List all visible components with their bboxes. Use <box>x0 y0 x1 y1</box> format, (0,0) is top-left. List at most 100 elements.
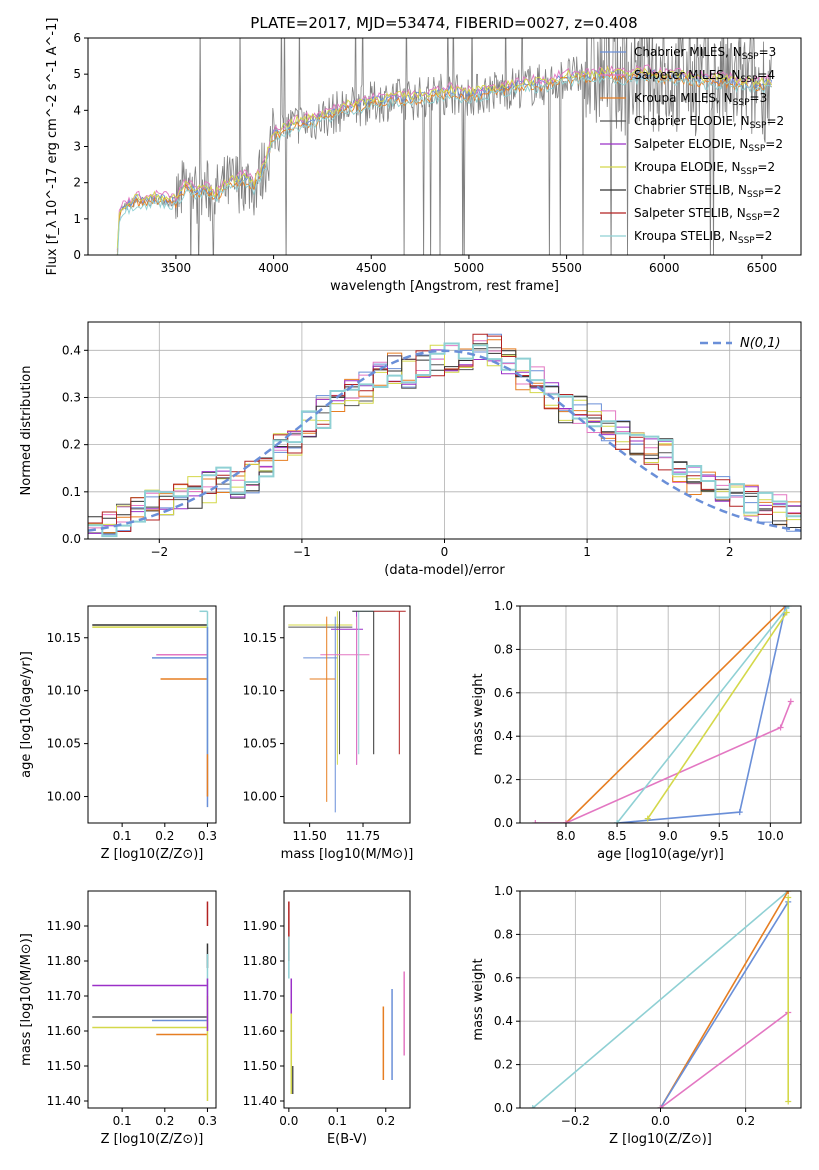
plot-layer: 3500 4000 4500 5000 5500 6000 6500 0 1 2 3 4 5 6 wavel… <box>19 18 802 1147</box>
x-tick-label: −0.2 <box>561 1114 590 1128</box>
y-tick-label: 1.0 <box>494 884 513 898</box>
y-tick-label: 11.80 <box>243 954 277 968</box>
x-tick-label: 10.0 <box>757 829 784 843</box>
y-tick-label: 0.6 <box>494 686 513 700</box>
x-tick-label: 0.2 <box>155 1114 174 1128</box>
legend-label: Kroupa STELIB, NSSP=2 <box>634 229 772 246</box>
x-tick-label: 0 <box>441 545 449 559</box>
x-tick-label: 9.0 <box>659 829 678 843</box>
axes-frame <box>519 605 802 824</box>
x-tick-label: 0.2 <box>736 1114 755 1128</box>
x-axis-label: age [log10(age/yr)] <box>597 847 724 862</box>
x-axis-label: Z [log10(Z/Z⊙)] <box>101 1132 204 1147</box>
x-tick-label: 1 <box>583 545 591 559</box>
y-tick-label: 11.60 <box>47 1024 81 1038</box>
weight-line <box>647 612 788 820</box>
x-axis-label: mass [log10(M/M⊙)] <box>281 847 414 862</box>
weight-line <box>660 1011 789 1108</box>
y-tick-label: 10.15 <box>243 631 277 645</box>
y-tick-label: 11.70 <box>243 989 277 1003</box>
data-point <box>736 809 743 816</box>
weight-line <box>616 606 790 823</box>
y-tick-label: 1 <box>73 212 81 226</box>
data-point <box>777 724 784 731</box>
y-tick-label: 11.40 <box>47 1094 81 1108</box>
panel-age-vs-mass: 11.50 11.75 10.00 10.05 10.10 10.15 mass [log1… <box>243 605 414 862</box>
y-tick-label: 10.10 <box>243 684 277 698</box>
panel-mass-vs-Z: 0.1 0.2 0.3 11.40 11.50 11.60 11.70 11.80 11.90 Z… <box>19 890 217 1147</box>
x-tick-label: 0.0 <box>651 1114 670 1128</box>
data-point <box>644 815 651 822</box>
y-tick-label: 11.50 <box>243 1059 277 1073</box>
x-tick-label: 0.1 <box>328 1114 347 1128</box>
weight-line <box>535 701 792 823</box>
plot-area <box>288 610 406 813</box>
y-tick-label: 6 <box>73 31 81 45</box>
legend-label: Salpeter MILES, NSSP=4 <box>634 68 775 85</box>
plot-area <box>92 901 209 1101</box>
x-tick-label: −2 <box>150 545 168 559</box>
y-tick-label: 0.2 <box>494 773 513 787</box>
y-tick-label: 1.0 <box>494 599 513 613</box>
data-point <box>529 1105 536 1108</box>
y-tick-label: 0.6 <box>494 971 513 985</box>
x-tick-label: 0.1 <box>113 829 132 843</box>
y-axis-label: mass weight <box>471 673 486 755</box>
x-tick-label: 9.5 <box>710 829 729 843</box>
y-tick-label: 10.05 <box>47 737 81 751</box>
y-tick-label: 0.3 <box>62 390 81 404</box>
x-tick-label: 8.5 <box>608 829 627 843</box>
x-axis-label: Z [log10(Z/Z⊙)] <box>101 847 204 862</box>
axes-frame <box>87 890 217 1109</box>
plot-area <box>88 333 801 538</box>
x-tick-label: 5500 <box>551 261 582 275</box>
y-tick-label: 0.4 <box>494 729 513 743</box>
x-axis-label: E(B-V) <box>327 1132 367 1147</box>
y-tick-label: 3 <box>73 140 81 154</box>
axes-frame <box>283 605 411 824</box>
weight-line <box>659 891 789 1108</box>
y-axis-label: Normed distribution <box>19 366 34 496</box>
y-axis-label: Flux [f_λ 10^-17 erg cm^-2 s^-1 A^-1] <box>45 18 60 276</box>
legend-label: Chabrier ELODIE, NSSP=2 <box>634 114 784 131</box>
y-tick-label: 2 <box>73 176 81 190</box>
histogram-series <box>88 333 801 532</box>
y-axis-label: mass weight <box>471 958 486 1040</box>
y-tick-label: 11.40 <box>243 1094 277 1108</box>
x-tick-label: 0.3 <box>198 829 217 843</box>
y-tick-label: 0.0 <box>494 1101 513 1115</box>
data-point <box>785 891 792 894</box>
weight-line <box>659 901 789 1108</box>
axes-frame <box>87 321 802 540</box>
x-axis-label: wavelength [Angstrom, rest frame] <box>330 279 559 294</box>
legend-label: Salpeter ELODIE, NSSP=2 <box>634 137 783 154</box>
y-tick-label: 11.90 <box>47 919 81 933</box>
histogram-series <box>88 342 801 538</box>
x-tick-label: 0.2 <box>155 829 174 843</box>
y-axis-label: age [log10(age/yr)] <box>19 651 34 778</box>
y-tick-label: 11.70 <box>47 989 81 1003</box>
x-tick-label: −1 <box>293 545 311 559</box>
y-tick-label: 0.8 <box>494 927 513 941</box>
axes-frame <box>87 605 217 824</box>
y-tick-label: 10.10 <box>47 684 81 698</box>
legend-label: Chabrier STELIB, NSSP=2 <box>634 183 782 200</box>
x-axis-label: (data-model)/error <box>384 563 505 578</box>
legend-label: Chabrier MILES, NSSP=3 <box>634 45 776 62</box>
legend-label: Salpeter STELIB, NSSP=2 <box>634 206 780 223</box>
y-tick-label: 0.1 <box>62 485 81 499</box>
data-point <box>783 609 790 616</box>
axes-frame <box>87 37 802 256</box>
y-tick-label: 0.2 <box>494 1058 513 1072</box>
legend-label: Kroupa ELODIE, NSSP=2 <box>634 160 775 177</box>
y-tick-label: 11.60 <box>243 1024 277 1038</box>
y-tick-label: 10.05 <box>243 737 277 751</box>
x-tick-label: 0.3 <box>198 1114 217 1128</box>
x-tick-label: 2 <box>726 545 734 559</box>
x-tick-label: 5000 <box>454 261 485 275</box>
y-tick-label: 0.4 <box>62 343 81 357</box>
panel-spectrum: 3500 4000 4500 5000 5500 6000 6500 0 1 2 3 4 5 6 wavel… <box>45 18 802 294</box>
gaussian-curve <box>88 349 801 532</box>
panel-residuals: −2 −1 0 1 2 0.0 0.1 0.2 0.3 0.4 (data-model)/error… <box>19 321 802 578</box>
